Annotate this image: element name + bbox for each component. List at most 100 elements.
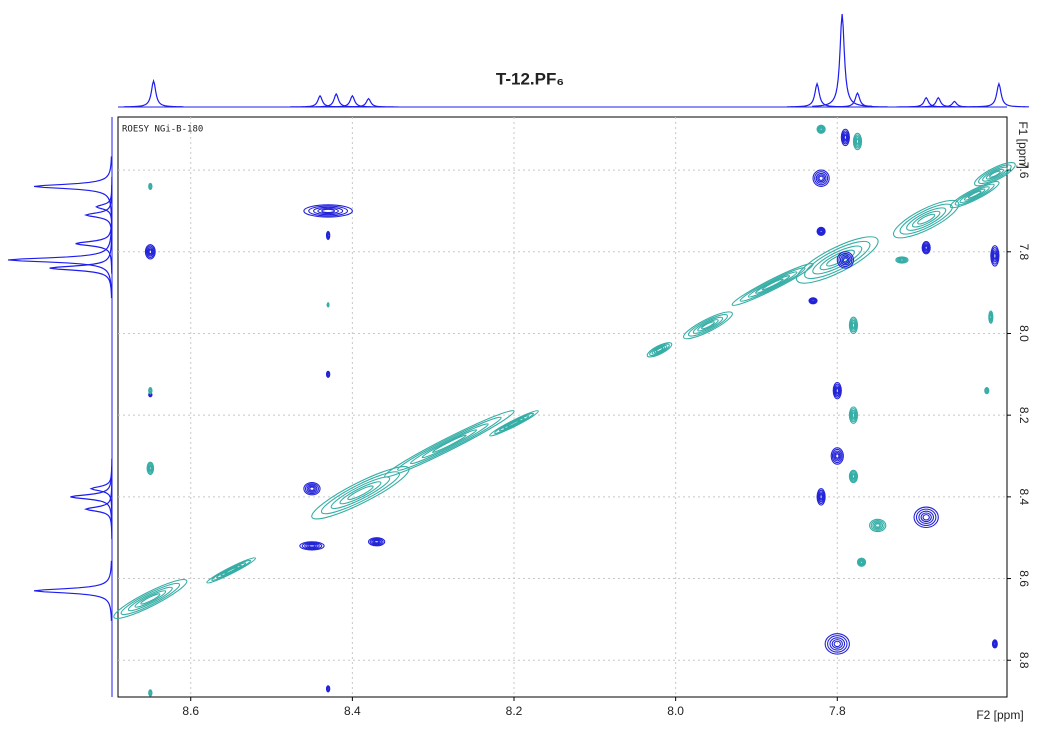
annotation: ROESY NGi-B-180: [122, 125, 203, 135]
negative-contour: [850, 319, 857, 331]
positive-contour: [812, 169, 830, 187]
top-projection-peak: [322, 94, 383, 108]
left-projection-peak: [70, 466, 113, 527]
diagonal-contour: [739, 267, 806, 302]
negative-contour: [147, 464, 153, 473]
positive-contour: [836, 251, 854, 269]
diagonal-contour: [127, 586, 173, 612]
diagonal-contour: [224, 566, 239, 575]
negative-contour: [855, 138, 860, 145]
positive-contour: [834, 385, 841, 397]
y-tick-label: 8.0: [1017, 325, 1031, 342]
diagonal-contour: [804, 240, 871, 280]
negative-contour: [897, 257, 907, 263]
negative-contour: [850, 409, 857, 421]
grid: 8.6 8.4 8.2 8.0 7.8 7.6 7.8 8.0 8.2 8.4 8.6 8.8: [118, 117, 1031, 718]
positive-contour: [993, 642, 997, 646]
positive-contour: [817, 227, 825, 236]
x-tick-label: 7.8: [829, 704, 846, 718]
diagonal-contour: [206, 557, 256, 584]
negative-contour: [816, 124, 826, 134]
positive-contour: [841, 255, 850, 264]
top-projection-peak: [812, 13, 873, 107]
diagonal-contour: [982, 166, 1008, 182]
negative-contour: [851, 474, 856, 479]
negative-contour: [873, 522, 882, 529]
positive-contour: [306, 484, 318, 493]
negative-contour: [148, 389, 152, 393]
negative-contour: [854, 136, 861, 147]
positive-contour: [840, 128, 850, 147]
negative-contour: [819, 127, 823, 131]
positive-contour: [815, 172, 827, 184]
x-tick-label: 8.6: [182, 704, 199, 718]
diagonal-contour: [655, 347, 664, 353]
negative-contour: [859, 560, 864, 564]
positive-contour: [991, 247, 999, 265]
x-tick-label: 8.2: [506, 704, 523, 718]
diagonal-contour: [697, 319, 719, 332]
positive-contour: [818, 228, 825, 235]
positive-contour: [993, 252, 997, 260]
negative-contour: [852, 132, 863, 151]
negative-contour: [148, 691, 152, 695]
diagonal-contour: [649, 343, 670, 357]
diagonal-contour: [819, 249, 855, 271]
diagonal-contour: [917, 213, 936, 225]
diagonal-contour: [651, 344, 668, 355]
positive-contour: [326, 372, 330, 376]
positive-contour: [827, 635, 848, 653]
positive-contour: [835, 453, 840, 459]
diagonal-contour: [431, 434, 467, 453]
y-axis-label: F1 [ppm]: [1016, 121, 1030, 168]
negative-contour: [851, 322, 856, 328]
diagonal-contour: [899, 203, 953, 235]
diagonal-contour: [683, 311, 733, 340]
negative-contour: [850, 472, 857, 481]
positive-contour: [913, 506, 939, 529]
positive-contour: [922, 242, 930, 254]
positive-contour: [313, 206, 344, 216]
positive-contour: [144, 244, 156, 260]
negative-contour: [817, 125, 825, 134]
diagonal-contour: [892, 199, 960, 239]
positive-contour: [147, 248, 153, 256]
negative-contour: [851, 411, 856, 420]
diagonal-contour: [747, 271, 798, 298]
positive-contour: [990, 245, 1000, 267]
positive-contour: [833, 450, 842, 462]
diagonal-contour: [963, 188, 986, 201]
negative-contour: [326, 303, 330, 307]
positive-contour: [816, 226, 826, 237]
diagonal-contour: [755, 275, 791, 294]
y-tick-label: 7.8: [1017, 243, 1031, 260]
positive-contour: [304, 542, 320, 549]
y-tick-label: 8.2: [1017, 407, 1031, 424]
positive-contour: [304, 483, 319, 495]
negative-contour: [989, 314, 993, 320]
diagonal-contour: [646, 342, 673, 358]
negative-contour: [849, 318, 858, 333]
negative-contour: [895, 256, 909, 264]
top-projection-peak: [827, 91, 888, 108]
diagonal-contour: [311, 466, 410, 520]
positive-contour: [843, 133, 848, 142]
positive-contour: [818, 175, 824, 181]
negative-contour: [148, 466, 152, 471]
diagonal-contour: [653, 346, 666, 354]
positive-contour: [991, 249, 998, 263]
diagonal-contour: [120, 582, 181, 616]
positive-contour: [326, 233, 330, 238]
diagonal-contour: [409, 423, 489, 465]
positive-contour: [148, 249, 153, 255]
positive-contour: [842, 257, 849, 263]
negative-contour: [851, 473, 856, 480]
diagonal-contour: [498, 415, 530, 432]
negative-contour: [818, 126, 824, 132]
positive-contour: [923, 243, 930, 252]
x-tick-label: 8.4: [344, 704, 361, 718]
positive-contour: [146, 246, 154, 257]
positive-contour: [308, 485, 316, 492]
positive-contour: [811, 299, 815, 303]
diagonal-contour: [989, 170, 1001, 178]
